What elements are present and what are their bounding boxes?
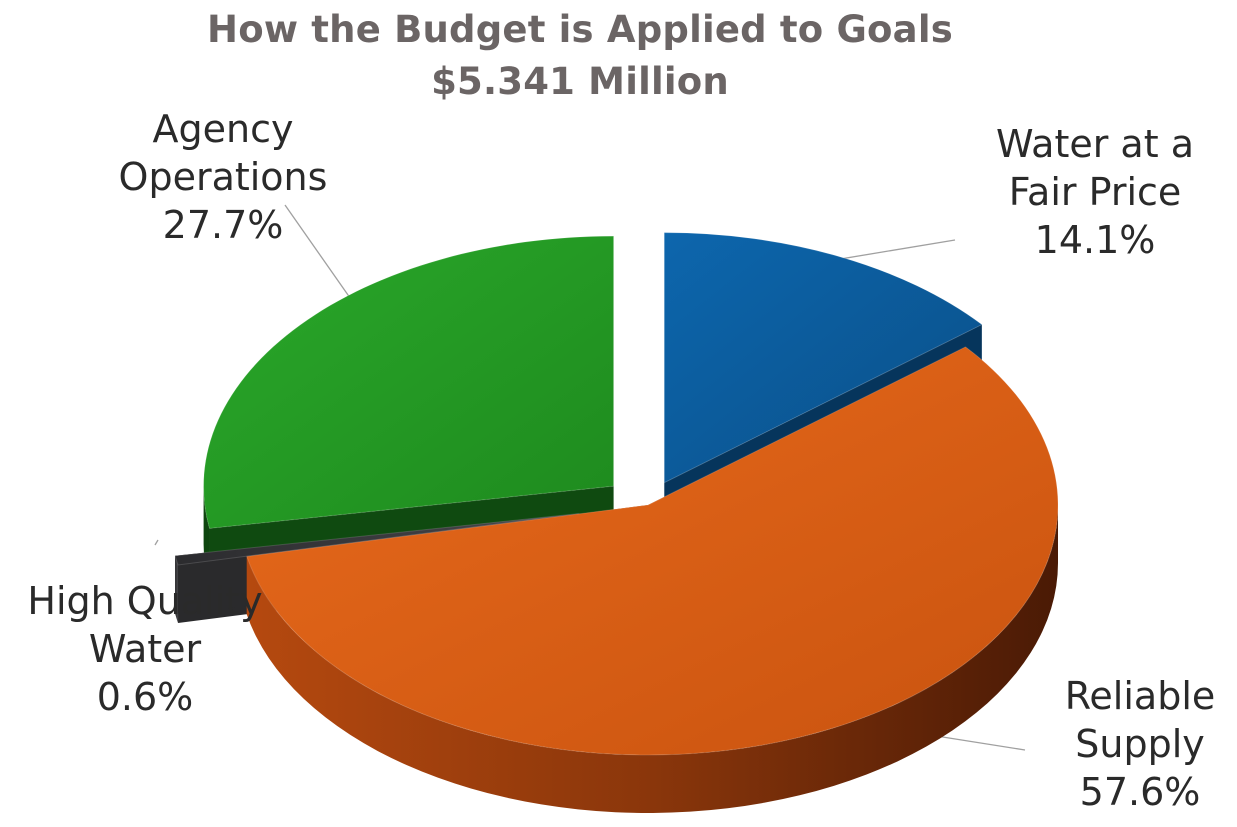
label-water-fair-price-line-1: Water at a (996, 122, 1194, 166)
leader-line-high-quality-water (154, 539, 159, 546)
chart-subtitle: $5.341 Million (431, 60, 729, 103)
slice-reliable-supply-side (246, 505, 1058, 813)
slice-reliable-supply-top (246, 346, 1059, 756)
label-reliable-supply-line-3: 57.6% (1079, 770, 1201, 814)
label-water-fair-price: Water at a Fair Price 14.1% (955, 120, 1235, 264)
slice-high-quality-water-side (175, 555, 179, 623)
chart-title: How the Budget is Applied to Goals (207, 8, 953, 51)
slice-reliable-supply (246, 346, 1059, 813)
label-reliable-supply-line-1: Reliable (1064, 674, 1216, 718)
label-reliable-supply: Reliable Supply 57.6% (1030, 672, 1237, 816)
label-water-fair-price-line-2: Fair Price (1008, 170, 1182, 214)
slice-water-fair-price-top (663, 232, 983, 484)
label-water-fair-price-line-3: 14.1% (1034, 218, 1156, 262)
label-agency-operations-line-2: Operations (118, 155, 328, 199)
label-high-quality-water-line-3: 0.6% (96, 675, 194, 719)
slice-high-quality-water-top (174, 513, 580, 566)
label-agency-operations: Agency Operations 27.7% (88, 105, 358, 249)
slice-agency-operations-top (203, 235, 615, 529)
label-high-quality-water-line-2: Water (88, 627, 202, 671)
leader-line-agency-operations (284, 204, 356, 306)
label-agency-operations-line-1: Agency (152, 107, 294, 151)
label-high-quality-water: High Quality Water 0.6% (0, 577, 290, 721)
leader-line-reliable-supply (929, 734, 1026, 751)
label-agency-operations-line-3: 27.7% (162, 203, 284, 247)
label-high-quality-water-line-1: High Quality (27, 579, 263, 623)
label-reliable-supply-line-2: Supply (1075, 722, 1205, 766)
